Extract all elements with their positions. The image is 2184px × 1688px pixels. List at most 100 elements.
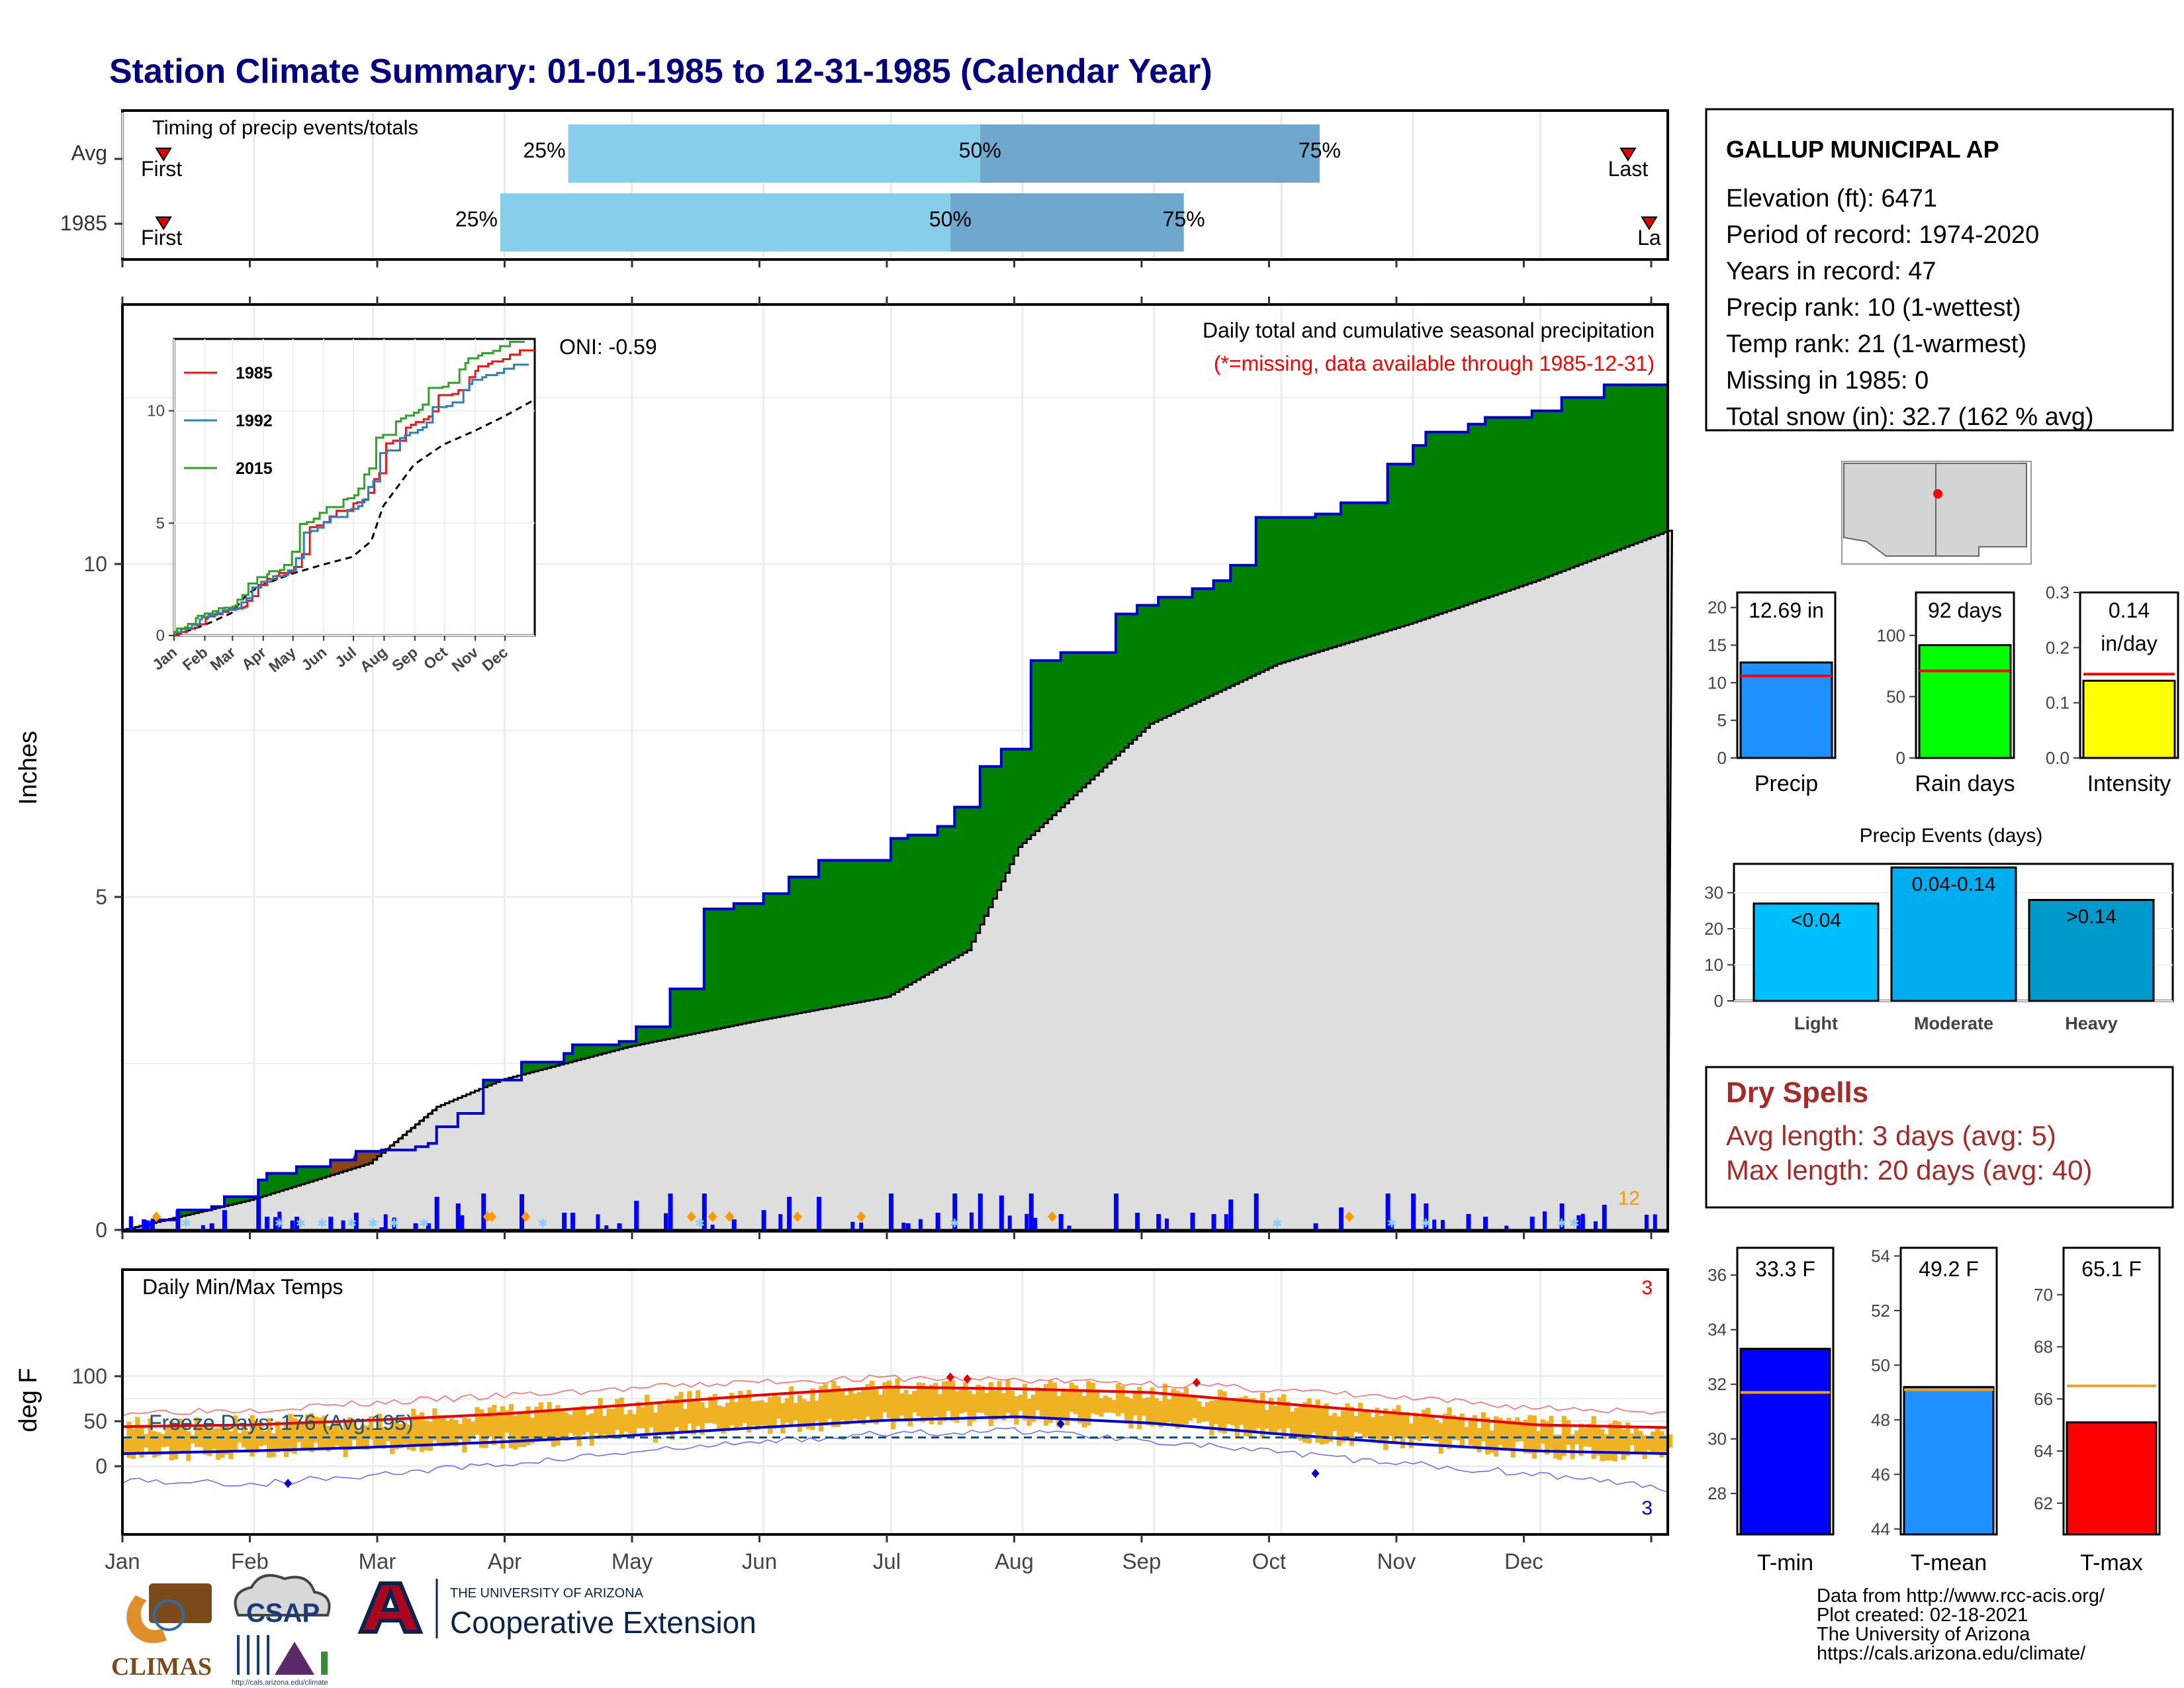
temp-summary-bar-t-min: [1739, 1348, 1831, 1536]
daily-temp-bar: [831, 1381, 837, 1428]
daily-temp-bar: [1523, 1419, 1529, 1454]
daily-precip-bar: [935, 1213, 940, 1230]
daily-temp-bar: [525, 1406, 531, 1446]
daily-precip-bar: [731, 1219, 737, 1230]
daily-temp-bar: [415, 1415, 420, 1446]
daily-temp-bar: [351, 1422, 357, 1440]
daily-temp-bar: [534, 1407, 539, 1442]
daily-precip-bar: [426, 1223, 431, 1230]
daily-temp-bar: [971, 1393, 977, 1421]
month-axis: Jan Feb Mar Apr May Jun Jul Aug Sep Oct Nov Dec: [105, 1549, 1543, 1573]
daily-temp-bar: [500, 1406, 506, 1449]
daily-temp-bar: [942, 1381, 947, 1422]
daily-temp-bar: [1183, 1387, 1189, 1425]
record-high-line: [122, 1374, 1668, 1417]
record-high-marker: [963, 1374, 972, 1384]
daily-temp-bar: [122, 1436, 128, 1454]
daily-temp-bar: [1663, 1434, 1668, 1455]
daily-temp-bar: [979, 1385, 985, 1413]
daily-temp-bar: [1617, 1421, 1622, 1452]
daily-precip-bar: [668, 1194, 673, 1230]
daily-temp-bar: [1175, 1391, 1181, 1429]
daily-temp-bar: [835, 1385, 841, 1427]
daily-temp-bar: [1294, 1407, 1299, 1439]
daily-temp-bar: [1519, 1421, 1524, 1442]
station-location-marker: [1933, 489, 1942, 498]
oni-label: ONI: -0.59: [559, 335, 657, 359]
events-bar-heavy: [2028, 898, 2155, 1002]
daily-temp-bar: [1434, 1419, 1439, 1442]
temp-summary-tick-label: 30: [1707, 1429, 1727, 1449]
daily-temp-bar: [1230, 1401, 1236, 1426]
daily-temp-bar: [1081, 1396, 1087, 1428]
summary-bar-unit-label: in/day: [2101, 632, 2157, 655]
daily-temp-bar: [1404, 1411, 1410, 1438]
temp-summary-name: T-min: [1757, 1550, 1813, 1575]
snow-amount-marker: [725, 1211, 735, 1222]
station-line: Period of record: 1974-2020: [1726, 221, 2039, 249]
month-label: Dec: [1504, 1549, 1543, 1573]
daily-temp-bar: [1392, 1409, 1397, 1442]
ua-line2: Cooperative Extension: [450, 1605, 756, 1640]
temp-panel: 0 50 100 Daily Min/Max Temps 3 3 Freeze Da…: [15, 1268, 1673, 1542]
daily-temp-bar: [768, 1397, 773, 1434]
daily-temp-bar: [1426, 1407, 1431, 1438]
daily-temp-bar: [801, 1399, 807, 1427]
climas-logo: CLIMAS: [111, 1583, 212, 1681]
daily-precip-bar: [889, 1194, 894, 1230]
daily-temp-bar: [1668, 1434, 1673, 1448]
daily-temp-bar: [551, 1411, 557, 1447]
daily-temp-bar: [585, 1415, 590, 1432]
dry-spells-title: Dry Spells: [1726, 1076, 1868, 1109]
daily-temp-bar: [823, 1383, 828, 1423]
temp-summary-tick-label: 28: [1707, 1483, 1727, 1503]
daily-temp-bar: [322, 1415, 327, 1448]
daily-temp-bar: [1311, 1406, 1316, 1433]
daily-temp-bar: [1357, 1403, 1363, 1434]
daily-precip-bar: [128, 1216, 133, 1230]
station-line: Temp rank: 21 (1-warmest): [1726, 330, 2026, 358]
daily-temp-bar: [916, 1382, 921, 1417]
daily-temp-bar: [878, 1394, 884, 1422]
timing-last-marker: [1619, 148, 1637, 162]
snow-marker: ✱: [950, 1217, 960, 1230]
daily-temp-bar: [471, 1421, 476, 1437]
daily-temp-bar: [619, 1397, 624, 1435]
timing-first-marker: [155, 148, 172, 162]
temp-summary-tick-label: 32: [1707, 1374, 1727, 1394]
daily-temp-bar: [1014, 1396, 1019, 1425]
temp-ytick-label: 0: [95, 1454, 107, 1478]
snow-marker: ✱: [1272, 1217, 1282, 1230]
daily-temp-bar: [819, 1386, 824, 1432]
daily-temp-bar: [1379, 1415, 1385, 1444]
month-label: Jul: [873, 1549, 901, 1573]
daily-temp-bar: [1269, 1397, 1274, 1435]
daily-temp-bar: [1285, 1401, 1291, 1429]
daily-temp-bar: [1659, 1431, 1664, 1458]
daily-temp-bar: [1141, 1398, 1146, 1416]
daily-temp-bar: [967, 1390, 972, 1427]
daily-temp-bar: [1247, 1398, 1253, 1437]
daily-temp-bar: [250, 1415, 255, 1457]
daily-precip-bar: [1653, 1214, 1657, 1230]
month-label: May: [612, 1549, 653, 1573]
daily-temp-bar: [1489, 1430, 1494, 1453]
daily-temp-bar: [1621, 1429, 1626, 1460]
daily-temp-bar: [950, 1380, 956, 1421]
daily-temp-bar: [751, 1401, 756, 1426]
daily-temp-bar: [1515, 1417, 1520, 1442]
daily-temp-bar: [891, 1386, 896, 1429]
record-high-marker: [1192, 1378, 1201, 1387]
daily-temp-bar: [1103, 1395, 1109, 1413]
snow-marker: ✱: [296, 1217, 306, 1230]
daily-precip-bar: [383, 1214, 388, 1230]
daily-temp-bar: [186, 1430, 191, 1462]
daily-temp-bar: [139, 1425, 144, 1458]
daily-temp-bar: [882, 1382, 887, 1413]
daily-temp-bar: [759, 1400, 764, 1426]
daily-temp-bar: [288, 1413, 293, 1453]
daily-temp-bar: [1383, 1408, 1388, 1450]
daily-temp-bar: [993, 1390, 998, 1421]
daily-temp-bar: [1069, 1382, 1074, 1412]
daily-temp-bar: [377, 1413, 383, 1447]
